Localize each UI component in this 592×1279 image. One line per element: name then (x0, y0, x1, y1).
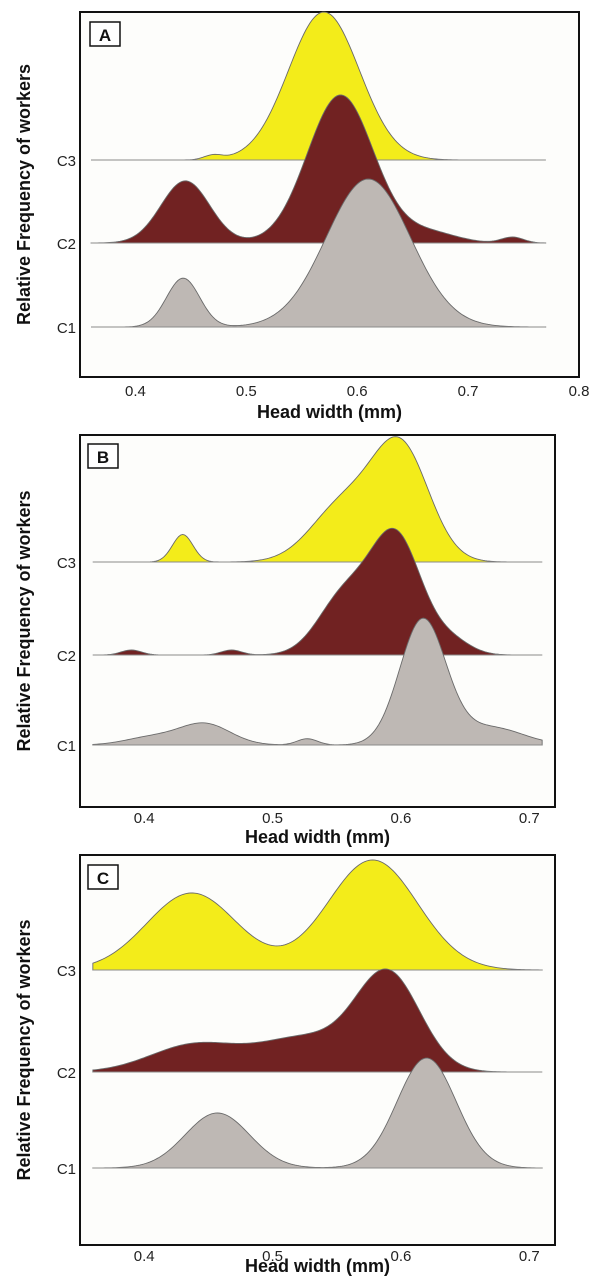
category-label-c3: C3 (57, 153, 76, 170)
x-tick-label: 0.4 (134, 810, 155, 827)
x-tick-label: 0.6 (347, 383, 368, 400)
density-c3 (92, 436, 543, 563)
x-tick-label: 0.6 (391, 1248, 412, 1265)
panel-label: B (87, 443, 119, 469)
panel-label-text: A (99, 26, 111, 45)
y-axis-label: Relative Frequency of workers (14, 64, 34, 325)
x-tick-label: 0.8 (569, 383, 590, 400)
density-c2 (92, 968, 543, 1073)
density-c3 (92, 859, 543, 971)
panel-label-text: C (97, 869, 109, 888)
category-label-c1: C1 (57, 1161, 76, 1178)
panel-label: A (89, 21, 121, 47)
panel-b: B C3 C2 C1 0.4 0.5 0.6 0.7 Head width (mm) Relati… (0, 425, 592, 847)
x-tick-label: 0.5 (262, 1248, 283, 1265)
density-c2 (90, 94, 547, 244)
x-tick-label: 0.6 (391, 810, 412, 827)
y-axis-label: Relative Frequency of workers (14, 490, 34, 751)
panel-a: A C3 C2 C1 0.4 0.5 0.6 0.7 0.8 Head width (mm) Rel… (0, 0, 592, 425)
panel-a-chart: A C3 C2 C1 0.4 0.5 0.6 0.7 0.8 Head width (mm) Rel… (14, 11, 590, 422)
x-tick-label: 0.4 (134, 1248, 155, 1265)
x-tick-label: 0.5 (262, 810, 283, 827)
panel-c: C C3 C2 C1 0.4 0.5 0.6 0.7 Head width (mm) Relati… (0, 847, 592, 1279)
x-tick-label: 0.7 (519, 810, 540, 827)
category-label-c2: C2 (57, 1065, 76, 1082)
category-label-c3: C3 (57, 555, 76, 572)
density-c1 (91, 178, 547, 328)
category-label-c3: C3 (57, 963, 76, 980)
density-c1 (92, 617, 543, 746)
panel-label: C (87, 864, 119, 890)
x-axis-label: Head width (mm) (245, 827, 390, 847)
x-axis-label: Head width (mm) (245, 1256, 390, 1276)
x-tick-label: 0.4 (125, 383, 146, 400)
panel-c-chart: C C3 C2 C1 0.4 0.5 0.6 0.7 Head width (mm) Relati… (14, 854, 556, 1276)
x-axis-label: Head width (mm) (257, 402, 402, 422)
x-tick-label: 0.7 (458, 383, 479, 400)
category-label-c1: C1 (57, 320, 76, 337)
category-label-c2: C2 (57, 236, 76, 253)
x-tick-label: 0.5 (236, 383, 257, 400)
panel-b-chart: B C3 C2 C1 0.4 0.5 0.6 0.7 Head width (mm) Relati… (14, 434, 556, 847)
x-tick-label: 0.7 (519, 1248, 540, 1265)
category-label-c2: C2 (57, 648, 76, 665)
category-label-c1: C1 (57, 738, 76, 755)
panel-label-text: B (97, 448, 109, 467)
y-axis-label: Relative Frequency of workers (14, 919, 34, 1180)
